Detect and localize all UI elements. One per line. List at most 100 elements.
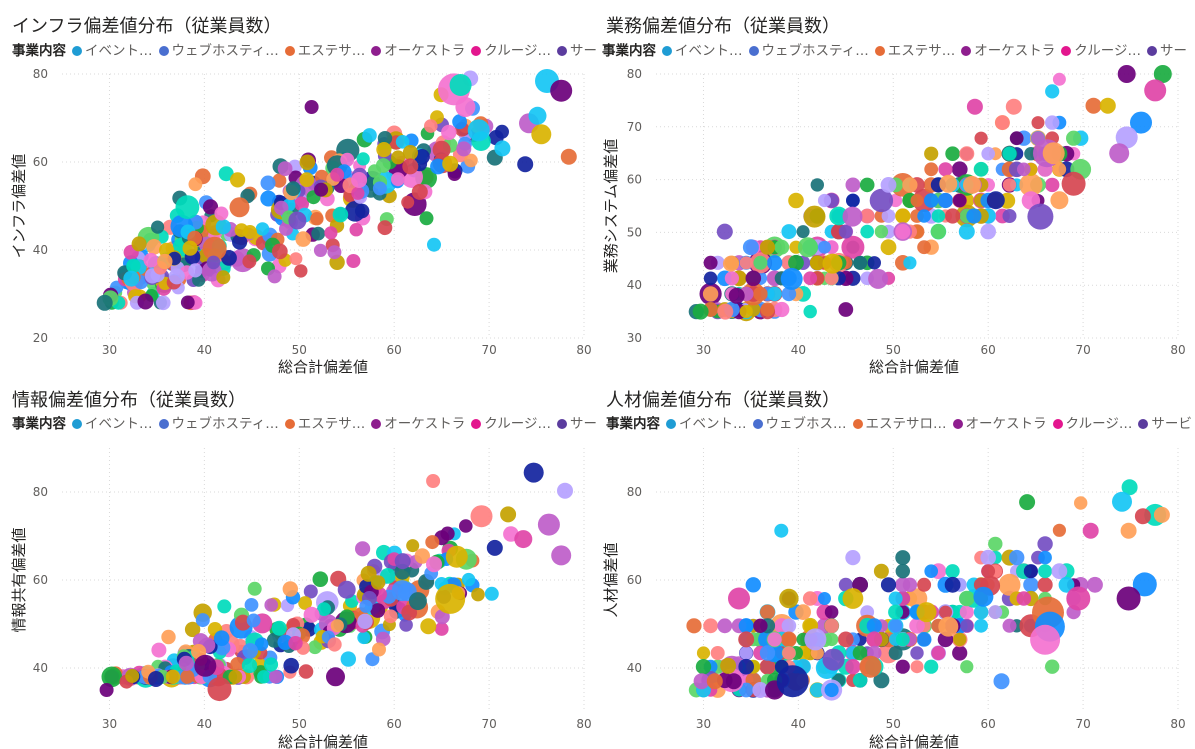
scatter-point[interactable] (1109, 143, 1130, 164)
scatter-point[interactable] (267, 269, 282, 284)
scatter-point[interactable] (304, 100, 319, 114)
scatter-point[interactable] (804, 628, 827, 651)
plot-gyomu[interactable]: 30 40 50 60 70 80 30 40 50 60 70 80 総合計偏差値 業務システム偏差値 (598, 0, 1195, 378)
scatter-point[interactable] (725, 673, 742, 690)
scatter-point[interactable] (442, 155, 459, 172)
scatter-point[interactable] (974, 618, 988, 633)
legend-item[interactable]: クルージ… (471, 39, 551, 57)
scatter-point[interactable] (125, 668, 140, 683)
legend-item[interactable]: エステサ… (284, 39, 365, 57)
scatter-point[interactable] (781, 631, 797, 648)
scatter-point[interactable] (427, 237, 441, 252)
scatter-point[interactable] (298, 596, 312, 610)
scatter-point[interactable] (241, 657, 258, 674)
scatter-point[interactable] (260, 190, 277, 207)
legend-item[interactable]: サー (1147, 39, 1187, 57)
scatter-point[interactable] (1144, 79, 1167, 102)
scatter-point[interactable] (285, 181, 301, 197)
scatter-point[interactable] (809, 255, 825, 271)
scatter-point[interactable] (980, 223, 996, 240)
scatter-point[interactable] (377, 131, 393, 146)
scatter-point[interactable] (470, 505, 493, 528)
scatter-point[interactable] (202, 199, 219, 215)
scatter-point[interactable] (866, 618, 882, 634)
scatter-point[interactable] (303, 606, 320, 623)
scatter-point[interactable] (269, 670, 283, 684)
scatter-point[interactable] (288, 636, 303, 651)
scatter-point[interactable] (264, 598, 279, 612)
scatter-point[interactable] (295, 231, 312, 247)
scatter-point[interactable] (738, 682, 754, 698)
scatter-point[interactable] (1061, 171, 1086, 196)
scatter-point[interactable] (394, 553, 411, 570)
scatter-point[interactable] (486, 539, 503, 556)
scatter-point[interactable] (759, 645, 776, 661)
scatter-point[interactable] (375, 158, 391, 173)
scatter-point[interactable] (131, 236, 147, 252)
scatter-point[interactable] (1045, 84, 1060, 99)
scatter-point[interactable] (910, 194, 924, 207)
scatter-point[interactable] (1038, 564, 1053, 579)
plot-infra[interactable]: 30 40 50 60 70 80 20 40 60 80 総合計偏差値 インフラ偏差値 (0, 0, 598, 378)
scatter-point[interactable] (1005, 98, 1022, 115)
scatter-point[interactable] (202, 236, 227, 261)
scatter-point[interactable] (888, 619, 903, 633)
scatter-point[interactable] (924, 162, 939, 177)
scatter-point[interactable] (449, 74, 472, 96)
scatter-point[interactable] (216, 270, 231, 285)
scatter-point[interactable] (818, 240, 831, 254)
scatter-point[interactable] (895, 659, 910, 674)
legend-item[interactable]: クルージ… (1052, 412, 1132, 430)
scatter-point[interactable] (494, 140, 511, 157)
scatter-point[interactable] (406, 539, 420, 553)
scatter-point[interactable] (357, 631, 371, 645)
scatter-point[interactable] (467, 119, 490, 142)
scatter-point[interactable] (1052, 72, 1066, 86)
scatter-point[interactable] (330, 167, 345, 182)
scatter-point[interactable] (745, 577, 761, 593)
scatter-point[interactable] (277, 161, 293, 177)
scatter-point[interactable] (337, 580, 356, 599)
scatter-point[interactable] (531, 124, 552, 145)
scatter-point[interactable] (782, 646, 796, 660)
scatter-point[interactable] (774, 301, 790, 318)
scatter-point[interactable] (148, 671, 164, 687)
scatter-point[interactable] (528, 106, 547, 125)
scatter-point[interactable] (1066, 130, 1082, 146)
scatter-point[interactable] (846, 193, 860, 208)
scatter-point[interactable] (753, 255, 768, 270)
scatter-point[interactable] (703, 271, 718, 286)
scatter-point[interactable] (974, 131, 988, 145)
scatter-point[interactable] (980, 549, 996, 566)
scatter-point[interactable] (257, 670, 271, 684)
legend-item[interactable]: イベント… (72, 412, 153, 430)
scatter-point[interactable] (391, 150, 406, 165)
scatter-point[interactable] (917, 577, 932, 592)
legend-item[interactable]: オーケストラ (952, 412, 1047, 430)
scatter-point[interactable] (824, 682, 839, 698)
scatter-point[interactable] (739, 305, 753, 319)
scatter-point[interactable] (724, 271, 739, 286)
scatter-point[interactable] (931, 645, 946, 661)
scatter-point[interactable] (873, 563, 889, 579)
scatter-point[interactable] (391, 172, 405, 187)
scatter-point[interactable] (895, 208, 911, 224)
scatter-point[interactable] (168, 268, 185, 285)
scatter-point[interactable] (717, 303, 734, 320)
scatter-point[interactable] (246, 613, 261, 628)
legend-item[interactable]: イベント… (72, 39, 153, 57)
scatter-point[interactable] (229, 197, 250, 218)
scatter-point[interactable] (803, 271, 818, 286)
scatter-point[interactable] (317, 602, 331, 616)
scatter-point[interactable] (845, 659, 861, 675)
scatter-point[interactable] (213, 630, 230, 646)
scatter-point[interactable] (696, 646, 711, 660)
scatter-point[interactable] (1017, 162, 1031, 177)
scatter-point[interactable] (332, 206, 349, 223)
scatter-point[interactable] (874, 224, 889, 239)
scatter-point[interactable] (254, 637, 269, 651)
legend-item[interactable]: イベント… (662, 39, 743, 57)
legend-item[interactable]: サー (557, 412, 597, 430)
scatter-point[interactable] (1085, 97, 1102, 114)
scatter-point[interactable] (1050, 191, 1069, 210)
